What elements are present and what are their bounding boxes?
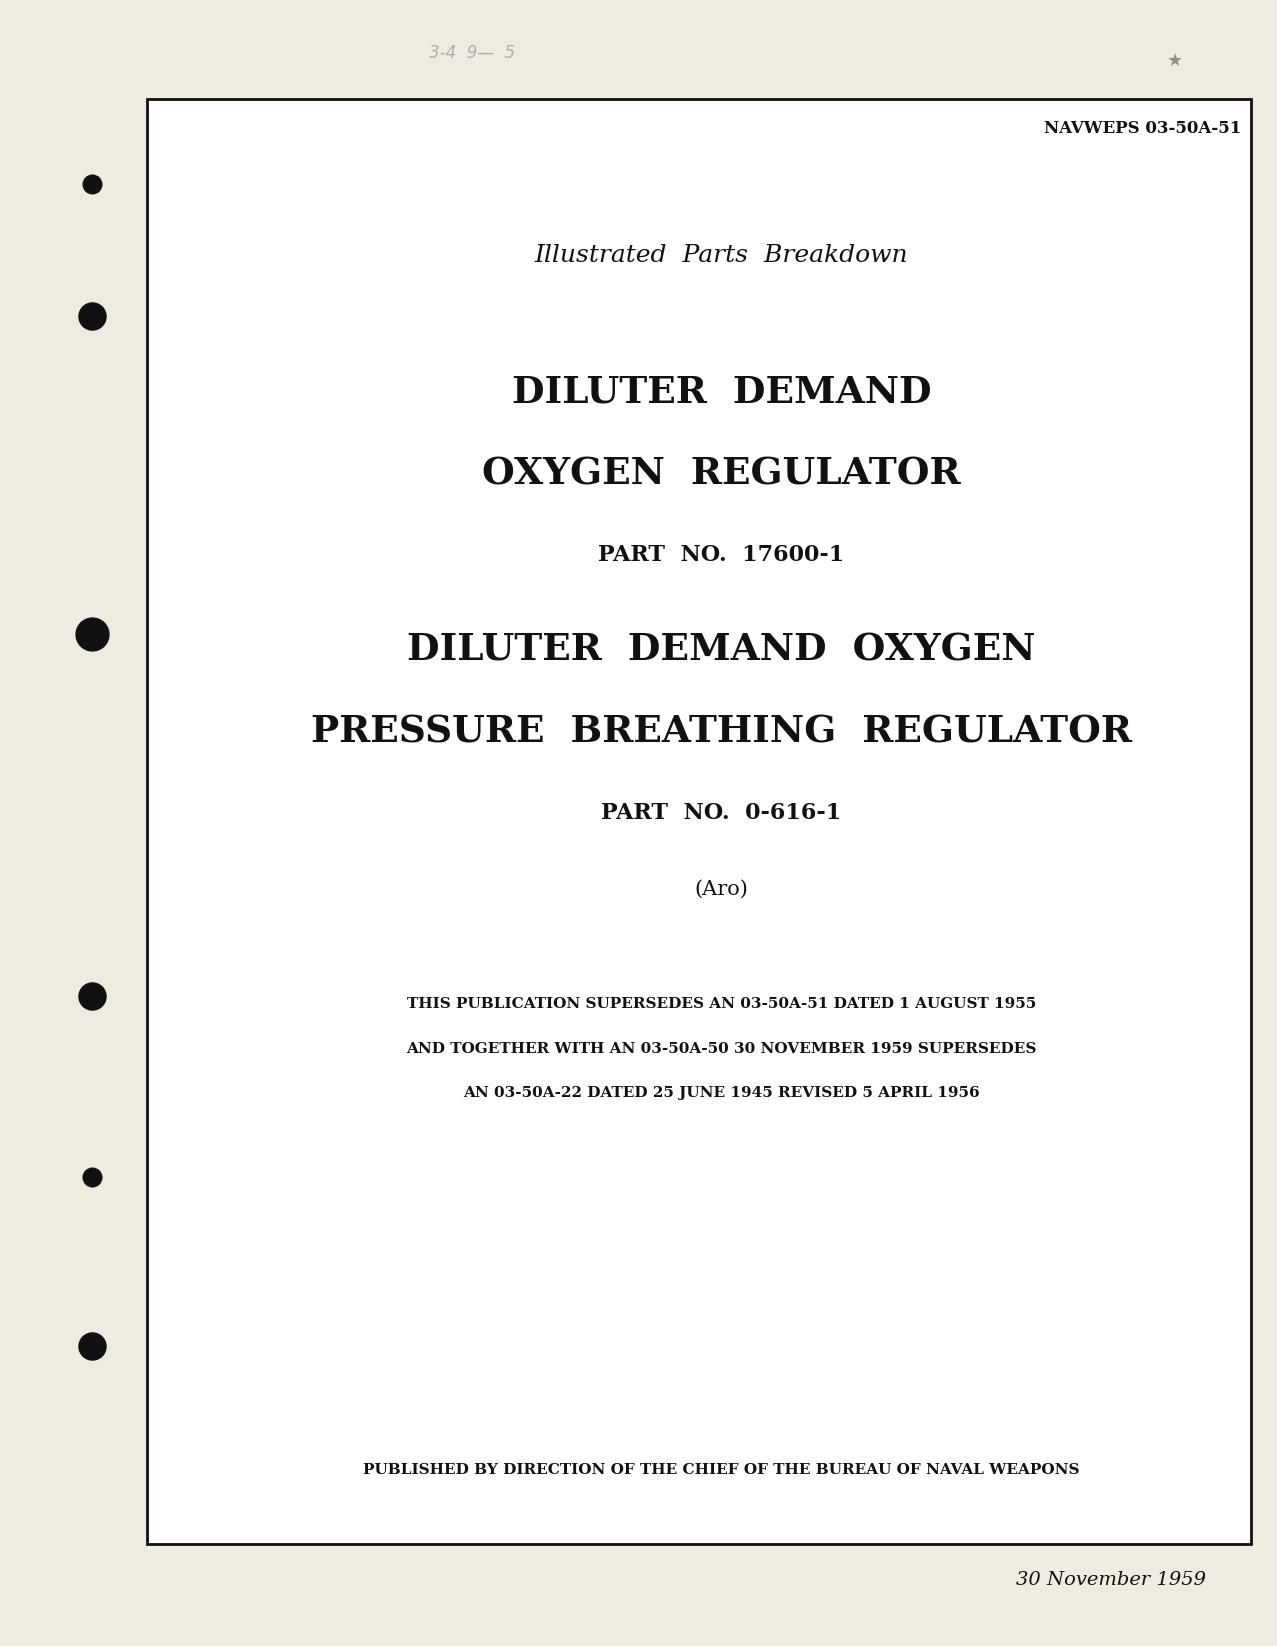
Point bbox=[82, 1333, 102, 1360]
Text: PART  NO.  17600-1: PART NO. 17600-1 bbox=[599, 543, 844, 566]
Text: AND TOGETHER WITH AN 03-50A-50 30 NOVEMBER 1959 SUPERSEDES: AND TOGETHER WITH AN 03-50A-50 30 NOVEMB… bbox=[406, 1042, 1037, 1055]
Text: Illustrated  Parts  Breakdown: Illustrated Parts Breakdown bbox=[535, 244, 908, 267]
Text: DILUTER  DEMAND: DILUTER DEMAND bbox=[512, 374, 931, 410]
Text: THIS PUBLICATION SUPERSEDES AN 03-50A-51 DATED 1 AUGUST 1955: THIS PUBLICATION SUPERSEDES AN 03-50A-51… bbox=[407, 997, 1036, 1011]
Text: OXYGEN  REGULATOR: OXYGEN REGULATOR bbox=[483, 456, 960, 492]
Point bbox=[82, 621, 102, 647]
Point bbox=[82, 983, 102, 1009]
Text: ★: ★ bbox=[1167, 53, 1183, 69]
Point bbox=[82, 1164, 102, 1190]
Text: PART  NO.  0-616-1: PART NO. 0-616-1 bbox=[601, 802, 842, 825]
Text: DILUTER  DEMAND  OXYGEN: DILUTER DEMAND OXYGEN bbox=[407, 632, 1036, 668]
Text: 30 November 1959: 30 November 1959 bbox=[1016, 1572, 1205, 1588]
Text: PUBLISHED BY DIRECTION OF THE CHIEF OF THE BUREAU OF NAVAL WEAPONS: PUBLISHED BY DIRECTION OF THE CHIEF OF T… bbox=[363, 1463, 1080, 1476]
Text: NAVWEPS 03-50A-51: NAVWEPS 03-50A-51 bbox=[1045, 120, 1241, 137]
Text: AN 03-50A-22 DATED 25 JUNE 1945 REVISED 5 APRIL 1956: AN 03-50A-22 DATED 25 JUNE 1945 REVISED … bbox=[464, 1086, 979, 1100]
Point bbox=[82, 171, 102, 198]
Point bbox=[82, 303, 102, 329]
Text: PRESSURE  BREATHING  REGULATOR: PRESSURE BREATHING REGULATOR bbox=[312, 714, 1131, 751]
Text: (Aro): (Aro) bbox=[695, 879, 748, 899]
Bar bbox=[147, 99, 1251, 1544]
Text: 3-4  9—  5: 3-4 9— 5 bbox=[429, 44, 516, 61]
